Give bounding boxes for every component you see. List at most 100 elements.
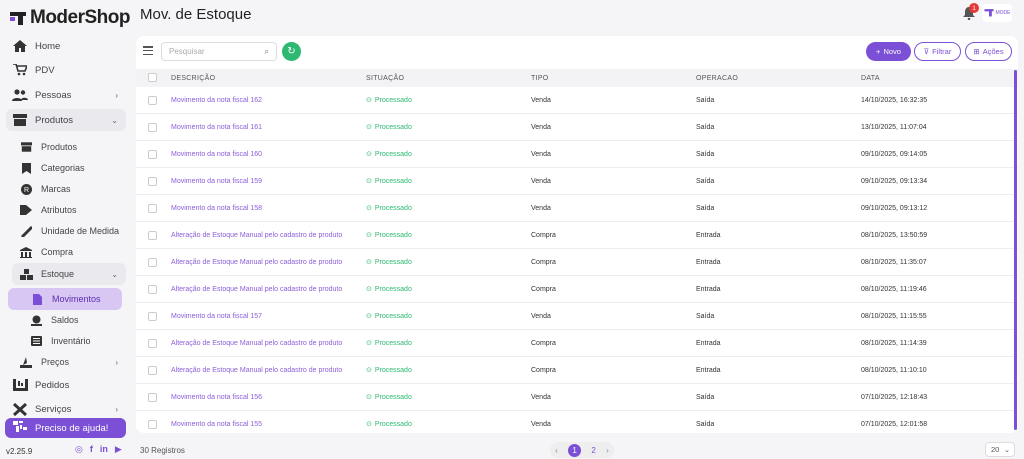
filtrar-label: Filtrar [932,47,952,56]
row-data: 07/10/2025, 12:18:43 [861,393,928,401]
sidebar-item-servicos[interactable]: Serviços › [6,398,126,420]
sidebar-item-movimentos[interactable]: Movimentos [8,288,122,310]
row-checkbox[interactable] [148,285,157,294]
table-row[interactable]: Movimento da nota fiscal 162 ⊙ Processado V… [136,87,1018,114]
page-2-button[interactable]: 2 [591,445,596,455]
row-checkbox[interactable] [148,96,157,105]
refresh-button[interactable]: ↻ [282,42,301,61]
novo-button[interactable]: + Novo [866,42,911,61]
ruler-icon [17,224,35,238]
prev-page-icon[interactable]: ‹ [555,445,558,455]
row-descricao[interactable]: Alteração de Estoque Manual pelo cadastr… [171,285,343,293]
filtrar-button[interactable]: ⊽ Filtrar [914,42,961,61]
row-descricao[interactable]: Movimento da nota fiscal 156 [171,393,263,401]
row-checkbox[interactable] [148,393,157,402]
row-descricao[interactable]: Alteração de Estoque Manual pelo cadastr… [171,258,343,266]
row-checkbox[interactable] [148,366,157,375]
row-situacao: ⊙ Processado [366,114,412,140]
column-header-descricao[interactable]: DESCRIÇÃO [171,74,216,82]
logo[interactable]: ModerShop [10,6,131,30]
row-descricao[interactable]: Movimento da nota fiscal 159 [171,177,263,185]
scrollbar[interactable] [1014,70,1017,430]
row-checkbox[interactable] [148,231,157,240]
search-input[interactable]: Pesquisar ⌕ [161,42,277,61]
table-row[interactable]: Alteração de Estoque Manual pelo cadastr… [136,276,1018,303]
sidebar-item-compra[interactable]: Compra [12,241,126,263]
row-descricao[interactable]: Movimento da nota fiscal 162 [171,96,263,104]
table-row[interactable]: Movimento da nota fiscal 160 ⊙ Processado V… [136,141,1018,168]
sidebar-item-saldos[interactable]: Saldos [22,309,126,331]
table-row[interactable]: Alteração de Estoque Manual pelo cadastr… [136,249,1018,276]
table-row[interactable]: Movimento da nota fiscal 161 ⊙ Processado V… [136,114,1018,141]
sidebar-item-estoque[interactable]: Estoque ⌄ [12,263,126,285]
row-descricao[interactable]: Movimento da nota fiscal 155 [171,420,263,428]
row-descricao[interactable]: Alteração de Estoque Manual pelo cadastr… [171,231,343,239]
row-operacao: Entrada [696,231,721,239]
table-row[interactable]: Alteração de Estoque Manual pelo cadastr… [136,330,1018,357]
row-checkbox[interactable] [148,204,157,213]
check-circle-icon: ⊙ [366,178,372,185]
linkedin-icon[interactable]: in [99,444,108,454]
column-header-operacao[interactable]: OPERACAO [696,74,739,82]
row-checkbox[interactable] [148,150,157,159]
sidebar-item-pessoas[interactable]: Pessoas › [6,84,126,106]
row-descricao[interactable]: Movimento da nota fiscal 160 [171,150,263,158]
filter-icon: ⊽ [923,47,930,56]
row-checkbox[interactable] [148,123,157,132]
select-all-checkbox[interactable] [148,73,157,82]
row-descricao[interactable]: Movimento da nota fiscal 158 [171,204,263,212]
sidebar-item-categorias[interactable]: Categorias [12,157,126,179]
facebook-icon[interactable]: f [89,444,93,454]
per-page-select[interactable]: 20 ⌄ [985,442,1015,457]
youtube-icon[interactable]: ▶ [114,444,122,454]
row-checkbox[interactable] [148,420,157,429]
check-circle-icon: ⊙ [366,259,372,266]
sidebar-item-home[interactable]: Home [6,35,126,57]
sidebar-item-unidade-medida[interactable]: Unidade de Medida [12,220,126,242]
warehouse-icon [17,267,35,281]
sidebar-item-label: Estoque [41,269,75,279]
row-checkbox[interactable] [148,312,157,321]
acoes-button[interactable]: ⊞ Ações [965,42,1012,61]
table-row[interactable]: Movimento da nota fiscal 155 ⊙ Processado V… [136,411,1018,433]
status-text: Processado [374,96,412,104]
check-circle-icon: ⊙ [366,313,372,320]
row-checkbox[interactable] [148,339,157,348]
sidebar-item-pdv[interactable]: PDV [6,59,126,81]
check-circle-icon: ⊙ [366,340,372,347]
row-descricao[interactable]: Alteração de Estoque Manual pelo cadastr… [171,366,343,374]
column-header-situacao[interactable]: SITUAÇÃO [366,74,405,82]
refresh-icon: ↻ [287,46,296,57]
row-descricao[interactable]: Alteração de Estoque Manual pelo cadastr… [171,339,343,347]
sidebar-item-inventario[interactable]: Inventário [22,330,126,352]
sidebar-item-label: Serviços [35,403,72,415]
table-row[interactable]: Movimento da nota fiscal 159 ⊙ Processado V… [136,168,1018,195]
instagram-icon[interactable]: ◎ [75,444,83,454]
row-descricao[interactable]: Movimento da nota fiscal 157 [171,312,263,320]
menu-icon[interactable] [143,46,153,55]
help-button[interactable]: Preciso de ajuda! [5,418,126,438]
avatar-text: MODE [995,10,1011,16]
row-checkbox[interactable] [148,177,157,186]
list-icon [27,334,45,348]
table-row[interactable]: Movimento da nota fiscal 158 ⊙ Processado V… [136,195,1018,222]
table-row[interactable]: Movimento da nota fiscal 157 ⊙ Processado V… [136,303,1018,330]
column-header-tipo[interactable]: TIPO [531,74,549,82]
table-row[interactable]: Movimento da nota fiscal 156 ⊙ Processado V… [136,384,1018,411]
row-descricao[interactable]: Movimento da nota fiscal 161 [171,123,263,131]
avatar[interactable]: MODE [982,4,1012,22]
notification-badge: 1 [969,3,979,13]
sidebar-item-atributos[interactable]: Atributos [12,199,126,221]
column-header-data[interactable]: DATA [861,74,880,82]
sidebar-item-marcas[interactable]: R Marcas [12,178,126,200]
check-circle-icon: ⊙ [366,421,372,428]
sidebar-item-pedidos[interactable]: Pedidos [6,374,126,396]
sidebar-item-produtos[interactable]: Produtos ⌄ [6,109,126,131]
sidebar-item-precos[interactable]: Preços › [12,351,126,373]
row-checkbox[interactable] [148,258,157,267]
table-row[interactable]: Alteração de Estoque Manual pelo cadastr… [136,357,1018,384]
page-1-button[interactable]: 1 [568,443,582,457]
table-row[interactable]: Alteração de Estoque Manual pelo cadastr… [136,222,1018,249]
next-page-icon[interactable]: › [606,445,609,455]
sidebar-item-produtos-sub[interactable]: Produtos [12,136,126,158]
